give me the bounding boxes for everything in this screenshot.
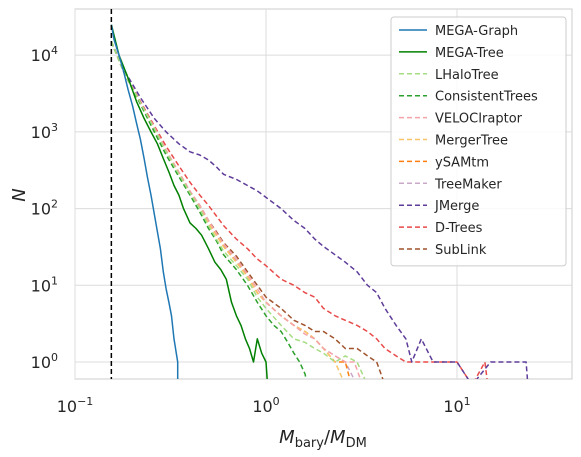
legend: MEGA-Graph MEGA-Tree LHaloTree ConsistentTr… bbox=[390, 16, 567, 267]
legend-label: MergerTree bbox=[435, 134, 508, 149]
legend-label: MEGA-Tree bbox=[435, 46, 504, 61]
legend-label: ConsistentTrees bbox=[435, 90, 538, 105]
y-axis-label: N bbox=[9, 188, 30, 201]
series-line-lhalotree bbox=[110, 41, 366, 379]
series-line-sublink bbox=[110, 41, 384, 379]
series-line-velociraptor bbox=[110, 41, 362, 379]
legend-label: MEGA-Graph bbox=[435, 24, 518, 39]
y-tick-label: 100 bbox=[31, 351, 58, 372]
series-line-mega-graph bbox=[110, 24, 179, 379]
legend-label: LHaloTree bbox=[435, 68, 499, 83]
legend-box bbox=[390, 16, 567, 267]
x-tick-label: 101 bbox=[443, 395, 470, 416]
y-tick-label: 101 bbox=[31, 274, 58, 295]
series-line-mergertree bbox=[110, 41, 344, 379]
legend-label: D-Trees bbox=[435, 221, 483, 236]
series-line-mega-tree bbox=[110, 24, 268, 379]
x-tick-label: 100 bbox=[252, 395, 279, 416]
legend-label: ySAMtm bbox=[435, 155, 489, 170]
series-line-jmerge bbox=[110, 41, 529, 379]
y-tick-label: 104 bbox=[31, 44, 58, 65]
series-layer bbox=[110, 9, 529, 379]
legend-label: VELOCIraptor bbox=[435, 112, 523, 127]
legend-label: JMerge bbox=[434, 199, 479, 214]
legend-label: SubLink bbox=[435, 243, 487, 258]
y-tick-label: 103 bbox=[31, 121, 58, 142]
series-line-consistenttrees bbox=[110, 41, 307, 379]
x-tick-label: 10−1 bbox=[57, 395, 94, 416]
legend-label: TreeMaker bbox=[434, 177, 502, 192]
ticks: 10−1 100 101 100 101 102 103 104 bbox=[31, 44, 471, 416]
y-tick-label: 102 bbox=[31, 198, 58, 219]
x-axis-label: Mbary/MDM bbox=[279, 427, 367, 451]
